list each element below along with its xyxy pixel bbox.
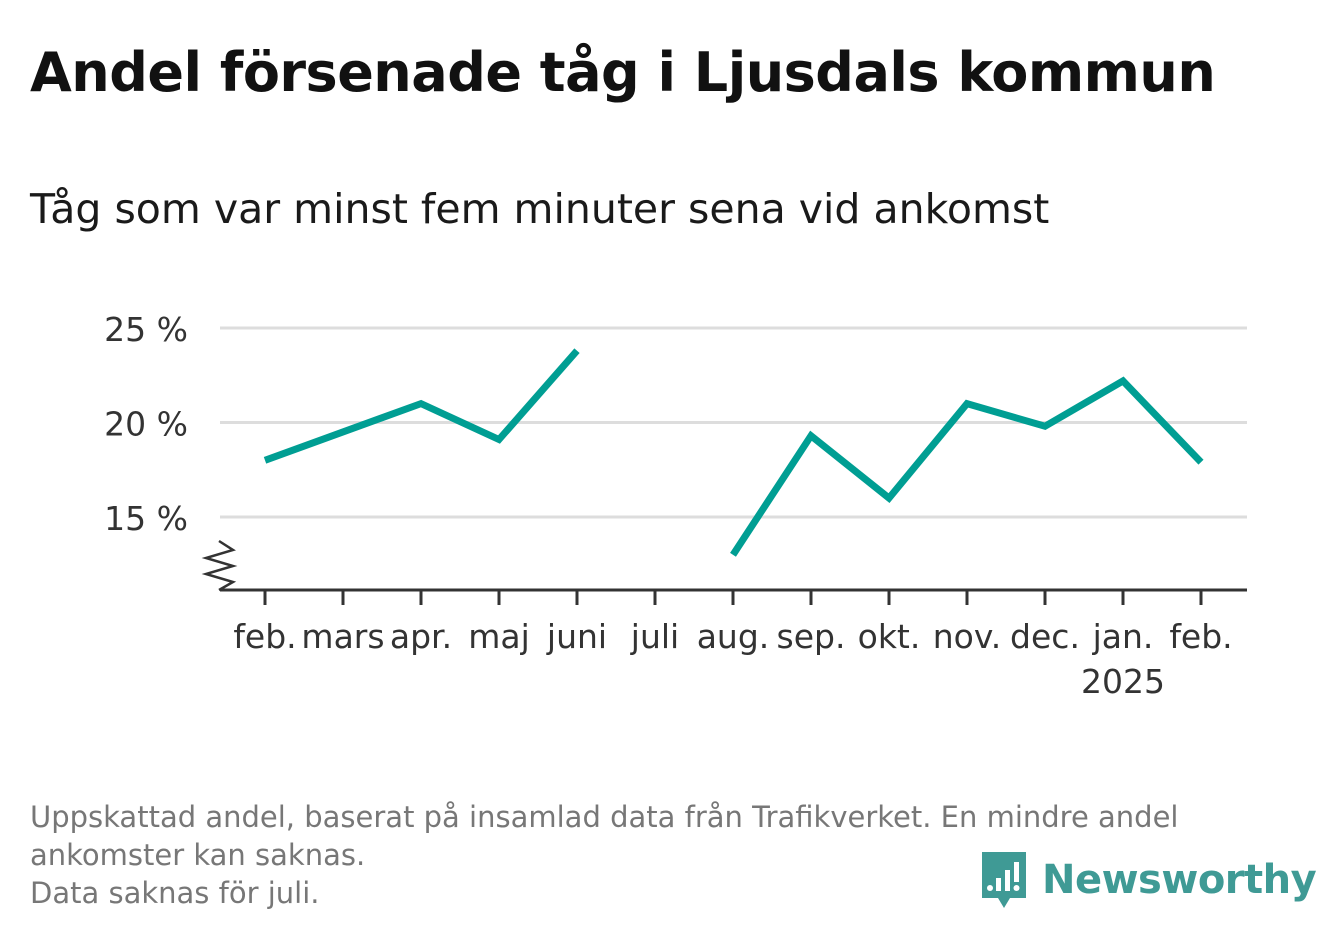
axis-break-marker [201,539,238,592]
chart-title: Andel försenade tåg i Ljusdals kommun [30,41,1216,104]
y-tick-label: 25 % [104,310,188,349]
x-tick-label: maj [468,617,530,656]
x-tick-label: jan. [1092,617,1154,656]
x-tick-label: feb. [233,617,296,656]
series-line-segment [263,348,580,464]
newsworthy-bar-chart-icon [982,852,1026,908]
y-tick-label: 15 % [104,499,188,538]
chart-footnote: Uppskattad andel, baserat på insamlad da… [30,798,1290,912]
x-tick-label: mars [301,617,384,656]
brand-name: Newsworthy [1042,857,1317,903]
footnote-line-3: Data saknas för juli. [30,876,320,910]
chart-subtitle: Tåg som var minst fem minuter sena vid a… [30,185,1050,233]
series-line-segment [730,376,1204,557]
x-tick-label: okt. [858,617,921,656]
x-tick-label: juli [630,617,679,656]
x-tick-label: sep. [777,617,846,656]
x-tick-label: dec. [1010,617,1080,656]
x-tick-label: feb. [1169,617,1232,656]
x-tick-label: aug. [697,617,770,656]
footnote-line-2: ankomster kan saknas. [30,838,366,872]
line-chart: 15 %20 %25 %feb. mars apr. maj juni juli aug. s… [104,310,1247,701]
x-tick-label: apr. [390,617,452,656]
footnote-line-1: Uppskattad andel, baserat på insamlad da… [30,800,1179,834]
newsworthy-logo: Newsworthy [980,850,1317,910]
x-tick-label: juni [546,617,607,656]
x-tick-label: nov. [933,617,1002,656]
x-year-label: 2025 [1081,662,1165,701]
y-tick-label: 20 % [104,405,188,444]
